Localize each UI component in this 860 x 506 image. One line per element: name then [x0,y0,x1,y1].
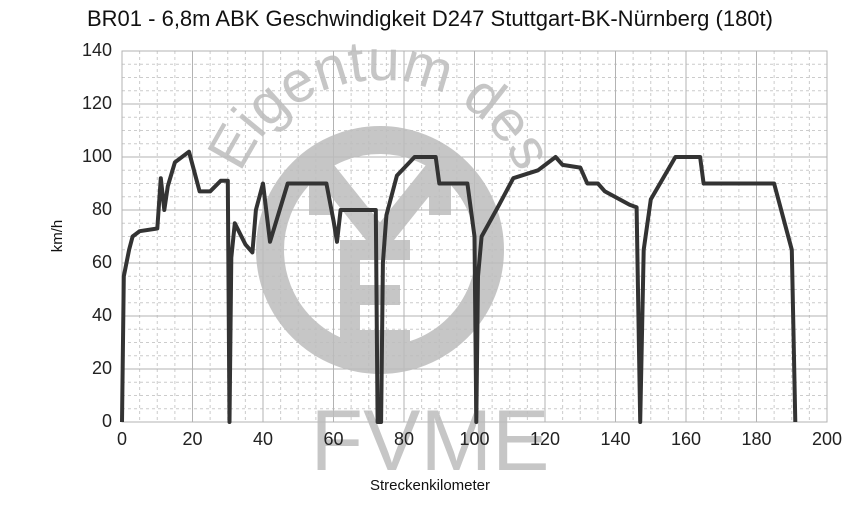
watermark-logo-text: FVME [311,393,550,489]
x-tick-label: 60 [323,429,343,449]
x-tick-label: 20 [182,429,202,449]
x-tick-label: 200 [812,429,842,449]
x-axis-label: Streckenkilometer [370,477,490,494]
y-axis-label: km/h [49,220,66,253]
x-tick-label: 80 [394,429,414,449]
x-tick-label: 40 [253,429,273,449]
y-tick-label: 100 [82,146,112,166]
x-tick-label: 160 [671,429,701,449]
x-tick-label: 120 [530,429,560,449]
y-tick-label: 80 [92,199,112,219]
y-tick-label: 0 [102,411,112,431]
chart-title: BR01 - 6,8m ABK Geschwindigkeit D247 Stu… [87,6,773,31]
speed-line [120,149,798,424]
x-tick-label: 180 [741,429,771,449]
y-tick-label: 140 [82,40,112,60]
y-tick-label: 20 [92,358,112,378]
watermark-text: Eigentum des [195,28,566,179]
y-tick-label: 120 [82,93,112,113]
y-tick-label: 40 [92,305,112,325]
y-tick-label: 60 [92,252,112,272]
x-tick-label: 100 [459,429,489,449]
watermark-arc: Eigentum des [195,28,566,179]
x-tick-label: 140 [600,429,630,449]
x-tick-label: 0 [117,429,127,449]
